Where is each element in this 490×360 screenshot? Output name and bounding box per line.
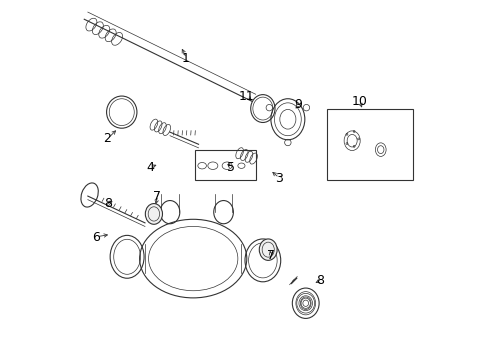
Text: 5: 5: [227, 161, 235, 174]
Text: 3: 3: [275, 172, 283, 185]
Text: 7: 7: [267, 249, 275, 262]
Ellipse shape: [146, 203, 163, 224]
Text: 8: 8: [104, 197, 113, 210]
Text: 7: 7: [153, 190, 162, 203]
Text: 1: 1: [182, 52, 190, 65]
Text: 6: 6: [92, 231, 100, 244]
Text: 10: 10: [351, 95, 367, 108]
Text: 11: 11: [239, 90, 255, 103]
Text: 8: 8: [316, 274, 324, 287]
Text: 9: 9: [294, 98, 302, 111]
Ellipse shape: [259, 239, 277, 260]
Text: 4: 4: [147, 161, 154, 174]
Bar: [195, 150, 256, 180]
Bar: [327, 109, 413, 180]
Text: 2: 2: [103, 132, 111, 145]
